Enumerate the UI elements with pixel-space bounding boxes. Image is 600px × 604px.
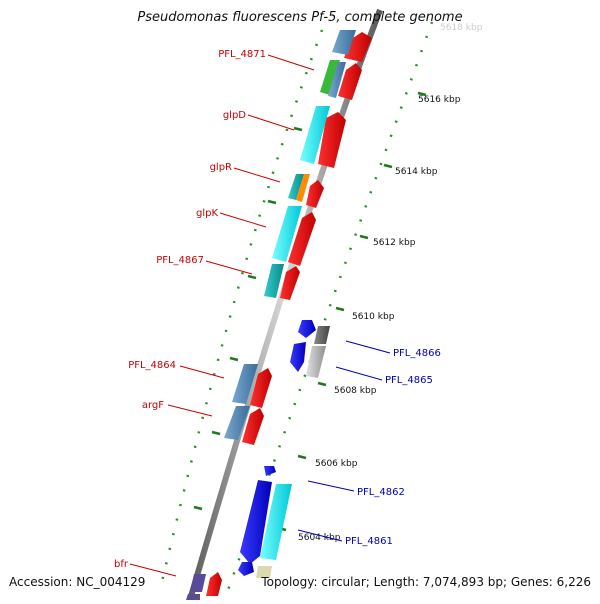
gene-label-forward[interactable]: PFL_4864: [128, 360, 176, 371]
gene-label-forward[interactable]: glpR: [210, 162, 232, 173]
reverse-gene-arrows: [238, 320, 316, 576]
gene-arrow: [240, 480, 272, 564]
ruler-label: 5604 kbp: [298, 533, 341, 543]
gene-block: [190, 574, 206, 592]
gene-arrow: [338, 63, 362, 100]
reverse-gene-blocks: [186, 326, 330, 600]
gene-label-forward[interactable]: argF: [142, 400, 164, 411]
forward-gene-blocks: [190, 30, 356, 592]
accession-label: Accession: NC_004129: [9, 575, 146, 589]
gene-arrow: [288, 212, 316, 266]
ruler-label: 5608 kbp: [334, 386, 377, 396]
gene-block: [260, 484, 292, 560]
ruler-ticks: [193, 91, 427, 532]
gene-arrow: [206, 572, 222, 596]
gene-arrow: [238, 562, 254, 576]
ruler-label: 5612 kbp: [373, 238, 416, 248]
forward-label-leaders: [129, 54, 315, 577]
gene-label-forward[interactable]: PFL_4867: [156, 255, 204, 266]
reverse-label-leaders: [297, 340, 391, 542]
gene-label-reverse[interactable]: PFL_4866: [393, 348, 441, 359]
ruler-label: 5610 kbp: [352, 312, 395, 322]
ruler-label: 5614 kbp: [395, 167, 438, 177]
gene-block: [332, 30, 356, 55]
gene-label-forward[interactable]: glpK: [196, 208, 218, 219]
gene-label-reverse[interactable]: PFL_4861: [345, 536, 393, 547]
gene-block: [272, 206, 302, 262]
gene-arrow: [318, 112, 346, 168]
gene-block: [264, 264, 284, 298]
gene-label-forward[interactable]: glpD: [223, 110, 246, 121]
map-title: Pseudomonas fluorescens Pf-5, complete g…: [137, 10, 463, 25]
gene-arrow: [280, 266, 300, 300]
ruler-label: 5606 kbp: [315, 459, 358, 469]
gene-label-reverse[interactable]: PFL_4862: [357, 487, 405, 498]
gene-block: [296, 174, 310, 202]
gene-arrow: [242, 408, 264, 445]
gene-block: [314, 326, 330, 344]
gene-arrow: [264, 466, 276, 476]
gene-block: [328, 62, 346, 98]
gene-arrow: [290, 342, 306, 372]
genome-summary: Topology: circular; Length: 7,074,893 bp…: [261, 575, 591, 589]
ruler-label: 5616 kbp: [418, 95, 461, 105]
gene-block: [224, 406, 250, 440]
gene-block: [320, 60, 340, 95]
gene-block: [232, 364, 258, 404]
gene-block: [300, 106, 330, 164]
gene-label-reverse[interactable]: PFL_4865: [385, 375, 433, 386]
gene-block: [186, 594, 200, 600]
gene-arrow: [298, 320, 316, 338]
gene-block: [288, 174, 304, 200]
gene-arrow: [250, 368, 272, 408]
gene-block: [306, 346, 326, 378]
gene-label-forward[interactable]: bfr: [114, 559, 129, 570]
gene-block: [256, 566, 272, 578]
gene-arrow: [306, 180, 324, 208]
forward-gene-arrows: [206, 32, 372, 596]
gene-label-forward[interactable]: PFL_4871: [218, 49, 266, 60]
ruler-label: 5618 kbp: [440, 23, 483, 33]
